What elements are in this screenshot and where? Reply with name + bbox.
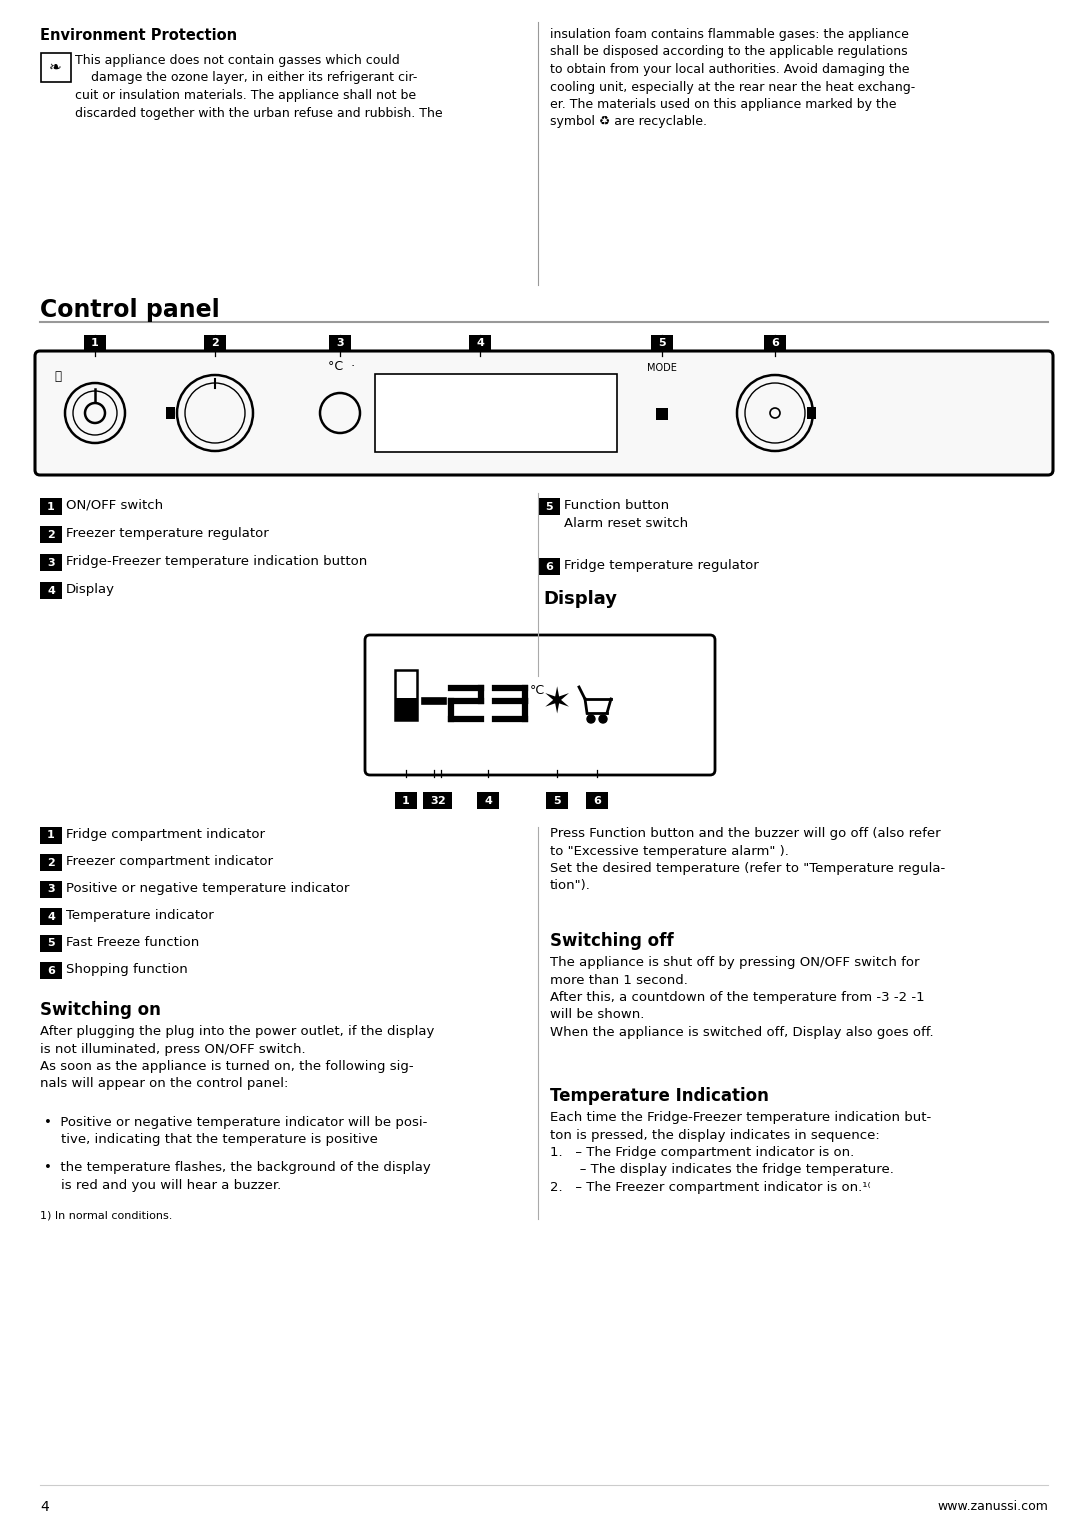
Bar [538, 558, 561, 575]
Bar [40, 553, 62, 570]
Bar [477, 792, 499, 809]
Bar [40, 936, 62, 953]
Text: 3: 3 [430, 795, 437, 806]
Text: Shopping function: Shopping function [66, 963, 188, 976]
Bar [807, 407, 816, 419]
Text: 4: 4 [48, 586, 55, 595]
Bar [586, 792, 608, 809]
Bar [430, 792, 453, 809]
Text: Switching off: Switching off [550, 933, 674, 950]
FancyBboxPatch shape [35, 352, 1053, 476]
Text: Display: Display [66, 583, 114, 596]
Text: 2: 2 [48, 858, 55, 867]
Text: Freezer temperature regulator: Freezer temperature regulator [66, 528, 269, 540]
Text: This appliance does not contain gasses which could
    damage the ozone layer, i: This appliance does not contain gasses w… [75, 54, 443, 119]
Text: Fast Freeze function: Fast Freeze function [66, 936, 199, 950]
Bar [395, 697, 417, 720]
Text: 2: 2 [48, 529, 55, 540]
Text: Environment Protection: Environment Protection [40, 28, 238, 43]
Circle shape [599, 716, 607, 723]
Bar [40, 827, 62, 844]
Text: Press Function button and the buzzer will go off (also refer
to "Excessive tempe: Press Function button and the buzzer wil… [550, 827, 945, 893]
Text: 3: 3 [48, 884, 55, 894]
Bar [84, 335, 106, 352]
Text: 3: 3 [48, 558, 55, 567]
Bar [40, 583, 62, 599]
Text: Positive or negative temperature indicator: Positive or negative temperature indicat… [66, 882, 349, 894]
Text: Temperature indicator: Temperature indicator [66, 910, 214, 922]
Bar [166, 407, 175, 419]
Bar [764, 335, 786, 352]
Text: 1: 1 [91, 338, 99, 349]
Bar [40, 908, 62, 925]
Bar [40, 526, 62, 543]
Bar [375, 375, 617, 453]
Bar [395, 670, 417, 720]
Text: 6: 6 [593, 795, 600, 806]
Text: Switching on: Switching on [40, 1001, 161, 1018]
Text: 6: 6 [545, 561, 553, 572]
Text: 6: 6 [48, 965, 55, 976]
Text: Each time the Fridge-Freezer temperature indication but-
ton is pressed, the dis: Each time the Fridge-Freezer temperature… [550, 1112, 931, 1194]
Text: The appliance is shut off by pressing ON/OFF switch for
more than 1 second.
Afte: The appliance is shut off by pressing ON… [550, 956, 933, 1040]
Text: www.zanussi.com: www.zanussi.com [937, 1500, 1048, 1514]
Text: °C  ·: °C · [328, 359, 355, 373]
Text: 1) In normal conditions.: 1) In normal conditions. [40, 1211, 173, 1222]
Text: ON/OFF switch: ON/OFF switch [66, 498, 163, 512]
Text: 5: 5 [48, 939, 55, 948]
Bar [395, 792, 417, 809]
Text: •  the temperature flashes, the background of the display
    is red and you wil: • the temperature flashes, the backgroun… [44, 1161, 431, 1191]
Text: ✶: ✶ [542, 687, 572, 720]
Text: Fridge-Freezer temperature indication button: Fridge-Freezer temperature indication bu… [66, 555, 367, 567]
Text: 1: 1 [48, 830, 55, 841]
Text: Temperature Indication: Temperature Indication [550, 1087, 769, 1105]
Text: 2: 2 [211, 338, 219, 349]
FancyBboxPatch shape [365, 635, 715, 775]
Text: insulation foam contains flammable gases: the appliance
shall be disposed accord: insulation foam contains flammable gases… [550, 28, 915, 128]
Bar [40, 881, 62, 898]
Text: Freezer compartment indicator: Freezer compartment indicator [66, 855, 273, 868]
Text: •  Positive or negative temperature indicator will be posi-
    tive, indicating: • Positive or negative temperature indic… [44, 1116, 428, 1147]
Text: 1: 1 [48, 502, 55, 512]
Text: 2: 2 [437, 795, 445, 806]
Bar [656, 408, 669, 420]
Bar [546, 792, 568, 809]
Text: Function button
Alarm reset switch: Function button Alarm reset switch [564, 498, 688, 531]
Text: 1: 1 [402, 795, 410, 806]
Bar [40, 855, 62, 872]
Text: After plugging the plug into the power outlet, if the display
is not illuminated: After plugging the plug into the power o… [40, 1024, 434, 1090]
Bar [469, 335, 491, 352]
Text: Fridge compartment indicator: Fridge compartment indicator [66, 829, 265, 841]
Text: 6: 6 [771, 338, 779, 349]
Text: Fridge temperature regulator: Fridge temperature regulator [564, 560, 759, 572]
Text: 5: 5 [545, 502, 553, 512]
Bar [538, 498, 561, 515]
Text: 4: 4 [48, 911, 55, 922]
Bar [651, 335, 673, 352]
Text: ❧: ❧ [49, 60, 62, 75]
Text: 4: 4 [476, 338, 484, 349]
Text: Control panel: Control panel [40, 298, 219, 323]
FancyBboxPatch shape [41, 52, 70, 81]
Bar [329, 335, 351, 352]
Text: Display: Display [543, 590, 617, 609]
Circle shape [588, 716, 595, 723]
Bar [40, 498, 62, 515]
Text: 4: 4 [40, 1500, 49, 1514]
Text: MODE: MODE [647, 362, 677, 373]
Text: °C: °C [530, 683, 545, 697]
Text: 4: 4 [484, 795, 491, 806]
Text: 5: 5 [658, 338, 665, 349]
Text: 5: 5 [553, 795, 561, 806]
Text: 3: 3 [336, 338, 343, 349]
Bar [40, 962, 62, 979]
Bar [423, 792, 445, 809]
Text: ⓘ: ⓘ [54, 370, 62, 382]
Bar [204, 335, 226, 352]
